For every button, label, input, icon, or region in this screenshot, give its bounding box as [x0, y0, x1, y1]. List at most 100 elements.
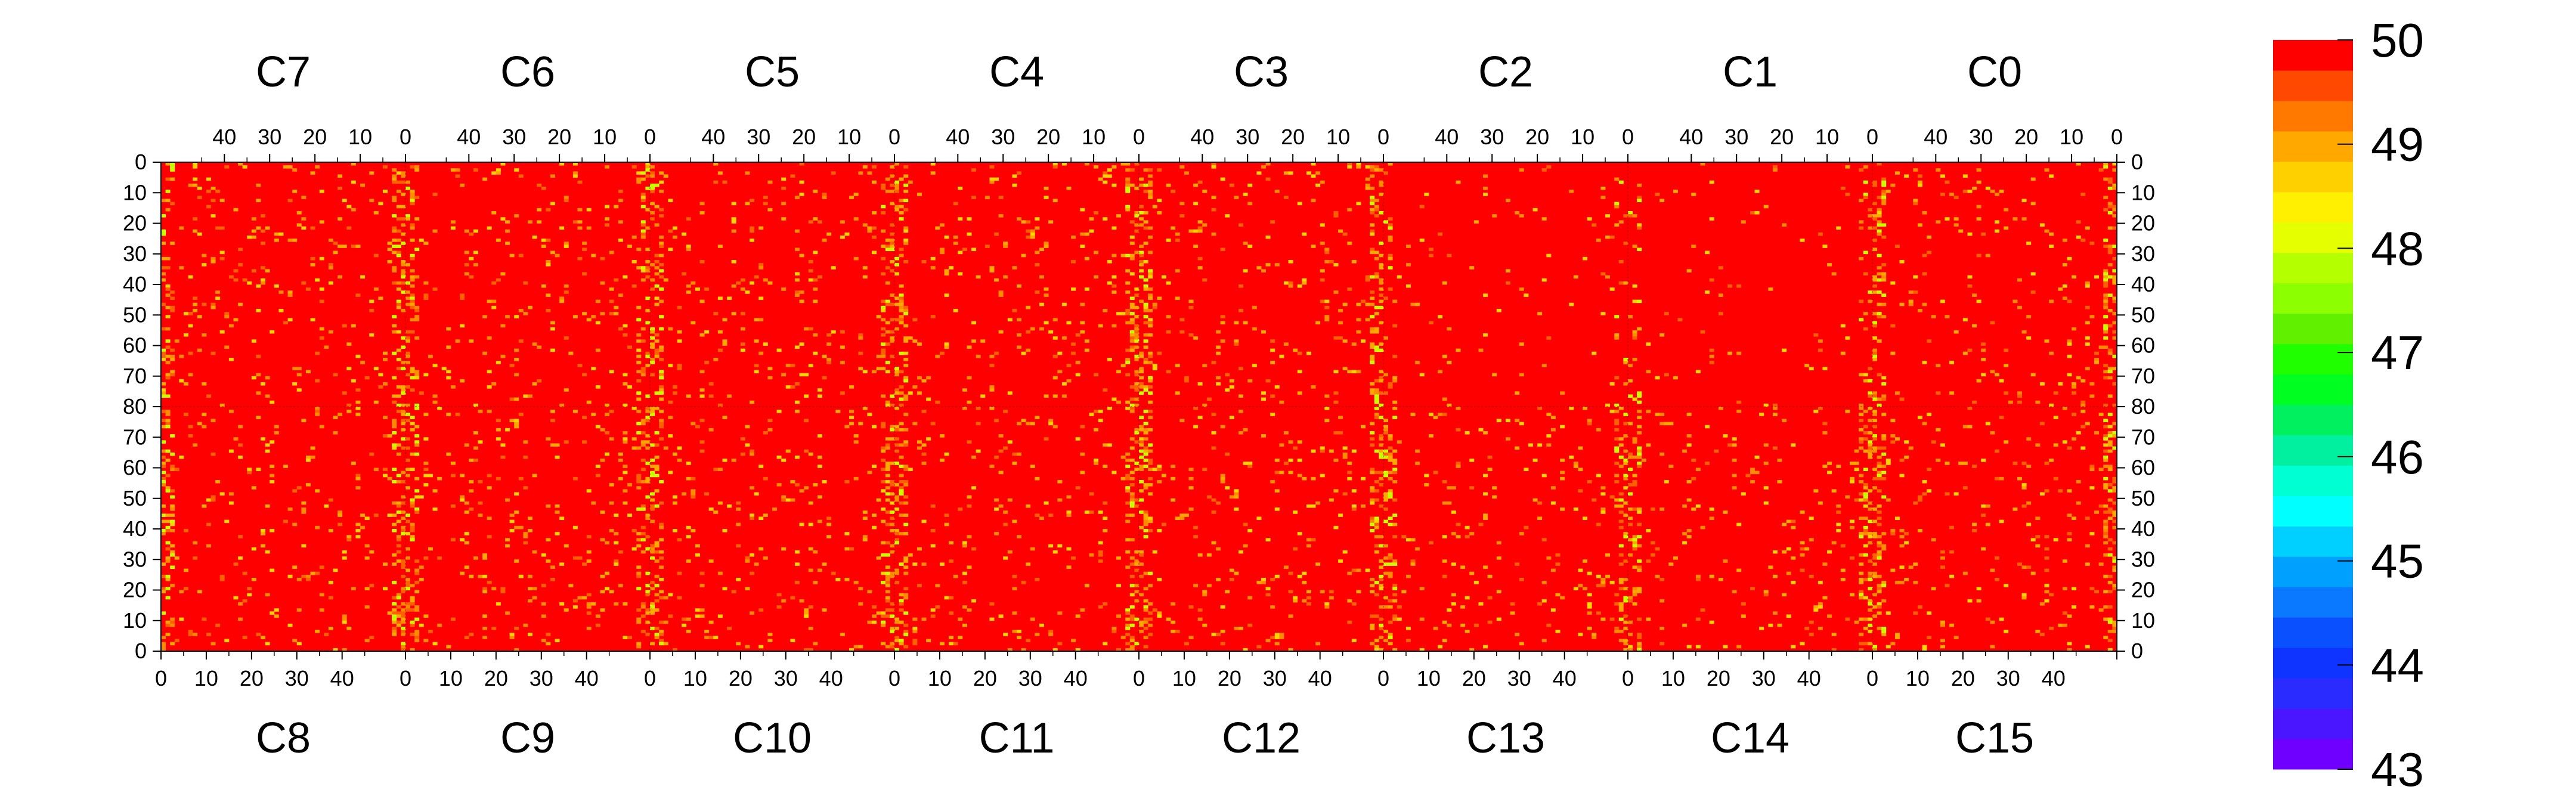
heat-cell	[1134, 287, 1140, 291]
heat-cell	[708, 428, 714, 432]
heat-cell	[1129, 483, 1135, 487]
heat-cell	[165, 541, 171, 545]
heat-cell	[328, 263, 333, 267]
heat-cell	[1012, 452, 1017, 456]
heat-cell	[650, 413, 655, 416]
heat-cell	[1460, 605, 1466, 609]
heat-cell	[1392, 470, 1398, 475]
heat-cell	[2112, 162, 2117, 166]
heat-cell	[1157, 211, 1162, 215]
heat-cell	[410, 648, 415, 652]
heat-cell	[591, 315, 596, 318]
heat-cell	[949, 596, 954, 600]
heat-cell	[1139, 510, 1144, 514]
heat-cell	[1741, 220, 1746, 224]
heat-cell	[971, 486, 977, 490]
heat-cell	[1936, 168, 1941, 172]
heat-cell	[487, 385, 492, 389]
heat-cell	[1442, 620, 1447, 624]
heat-cell	[1148, 226, 1153, 230]
heat-cell	[2107, 639, 2113, 643]
heat-cell	[1772, 168, 1778, 172]
heat-cell	[1256, 516, 1262, 521]
heat-cell	[1917, 416, 1922, 419]
heat-cell	[401, 403, 406, 407]
heat-cell	[419, 565, 424, 569]
heat-cell	[1546, 434, 1552, 438]
heat-cell	[1220, 177, 1225, 181]
heat-cell	[1623, 648, 1628, 652]
heat-cell	[219, 256, 225, 261]
heat-cell	[460, 473, 465, 478]
heat-cell	[894, 538, 899, 541]
heat-cell	[1370, 388, 1375, 392]
heat-cell	[270, 568, 275, 572]
heat-cell	[1057, 611, 1063, 615]
heat-cell	[188, 351, 193, 355]
heat-cell	[1922, 480, 1927, 484]
heat-cell	[1519, 532, 1524, 535]
heat-cell	[215, 623, 221, 627]
heat-cell	[1084, 162, 1089, 166]
heat-cell	[763, 202, 768, 206]
heat-cell	[640, 367, 646, 370]
heat-cell	[623, 636, 628, 639]
heat-cell	[1202, 278, 1208, 282]
heat-cell	[170, 348, 175, 352]
heat-cell	[2044, 547, 2049, 551]
heat-cell	[500, 354, 506, 358]
heat-cell	[256, 309, 261, 312]
heat-cell	[238, 617, 243, 621]
heat-cell	[650, 342, 655, 346]
heat-cell	[1012, 630, 1017, 633]
heat-cell	[885, 342, 890, 346]
heat-cell	[2103, 636, 2109, 639]
heat-cell	[364, 639, 370, 643]
heat-cell	[899, 501, 904, 505]
heat-cell	[808, 452, 813, 456]
heat-cell	[2107, 413, 2113, 416]
heat-cell	[1881, 547, 1887, 551]
heat-cell	[2112, 501, 2117, 505]
heat-cell	[1872, 180, 1877, 184]
heat-cell	[1311, 449, 1316, 453]
heat-cell	[2080, 193, 2086, 196]
heat-cell	[677, 596, 682, 600]
heat-cell	[1279, 636, 1284, 639]
heat-cell	[1148, 519, 1153, 524]
heat-cell	[1066, 321, 1072, 325]
heat-cell	[1139, 553, 1144, 557]
heat-cell	[1129, 648, 1135, 652]
heat-cell	[1175, 391, 1180, 395]
heat-cell	[1239, 309, 1244, 312]
heat-cell	[1877, 220, 1882, 224]
heat-cell	[392, 611, 397, 615]
heat-cell	[763, 513, 768, 517]
heat-cell	[1239, 431, 1244, 435]
heat-cell	[949, 266, 954, 270]
heat-cell	[1447, 253, 1452, 258]
heat-cell	[1374, 397, 1379, 401]
heat-cell	[1931, 587, 1936, 590]
heat-cell	[165, 574, 171, 578]
heat-cell	[392, 480, 397, 484]
heat-cell	[967, 608, 972, 612]
heat-cell	[1225, 486, 1230, 490]
heat-cell	[1030, 422, 1035, 426]
heat-cell	[654, 473, 660, 478]
heat-cell	[1388, 456, 1393, 459]
heat-cell	[473, 556, 478, 560]
top-tick-label: 20	[303, 125, 327, 149]
heat-cell	[1709, 278, 1714, 282]
heat-cell	[2112, 556, 2117, 560]
heat-cell	[1605, 553, 1611, 557]
heat-cell	[1311, 174, 1316, 178]
heat-cell	[1243, 269, 1248, 273]
heat-cell	[682, 623, 687, 627]
heat-cell	[165, 425, 171, 429]
heat-cell	[1351, 504, 1357, 508]
heat-cell	[1899, 302, 1905, 306]
heat-cell	[505, 498, 510, 502]
heat-cell	[1365, 568, 1370, 572]
